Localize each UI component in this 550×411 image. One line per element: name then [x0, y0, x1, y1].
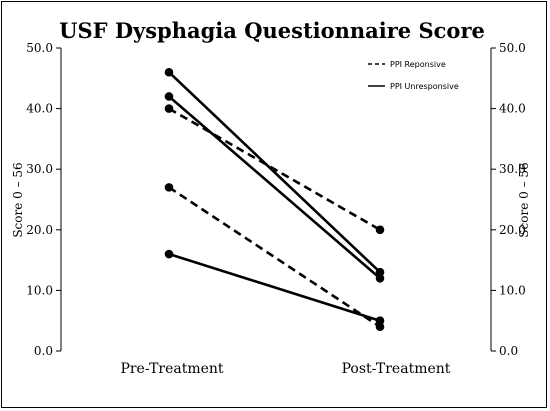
category-label: Post-Treatment — [342, 361, 451, 377]
category-label: Pre-Treatment — [120, 361, 223, 377]
series-line-2 — [168, 186, 381, 328]
right-tick-label: 50.0 — [499, 41, 526, 55]
chart-title: USF Dysphagia Questionnaire Score — [59, 18, 485, 43]
data-point-series-4-post — [375, 273, 385, 283]
data-point-series-2-pre — [164, 183, 174, 192]
right-tick-label: 10.0 — [499, 283, 526, 297]
left-tick-label: 50.0 — [26, 41, 53, 55]
right-tick-label: 0.0 — [499, 344, 518, 358]
right-tick-label: 30.0 — [499, 162, 526, 176]
data-point-series-4-pre — [164, 92, 174, 101]
y-axis-label-right: Score 0 – 56 — [517, 162, 531, 237]
data-point-series-5-pre — [164, 249, 174, 259]
right-tick-label: 20.0 — [499, 223, 526, 237]
data-point-series-1-post — [375, 225, 385, 235]
data-point-series-5-post — [375, 316, 385, 326]
y-axis-label-left: Score 0 – 56 — [11, 162, 25, 237]
legend-label-ppi-reponsive: PPI Reponsive — [390, 60, 446, 69]
data-point-series-3-pre — [164, 67, 174, 77]
left-tick-label: 20.0 — [26, 223, 53, 237]
series-line-3 — [168, 71, 381, 274]
right-tick-label: 40.0 — [499, 102, 526, 116]
series-line-1 — [168, 107, 381, 231]
data-point-series-2-post — [375, 322, 385, 332]
left-tick-label: 40.0 — [26, 102, 53, 116]
data-point-series-3-post — [375, 267, 385, 277]
legend-label-ppi-unresponsive: PPI Unresponsive — [390, 82, 459, 91]
legend: PPI Reponsive PPI Unresponsive — [368, 60, 459, 91]
series-line-4 — [168, 95, 381, 280]
left-tick-label: 30.0 — [26, 162, 53, 176]
left-tick-label: 0.0 — [34, 344, 53, 358]
left-tick-label: 10.0 — [26, 283, 53, 297]
series-line-5 — [168, 252, 381, 322]
data-point-series-1-pre — [164, 104, 174, 113]
